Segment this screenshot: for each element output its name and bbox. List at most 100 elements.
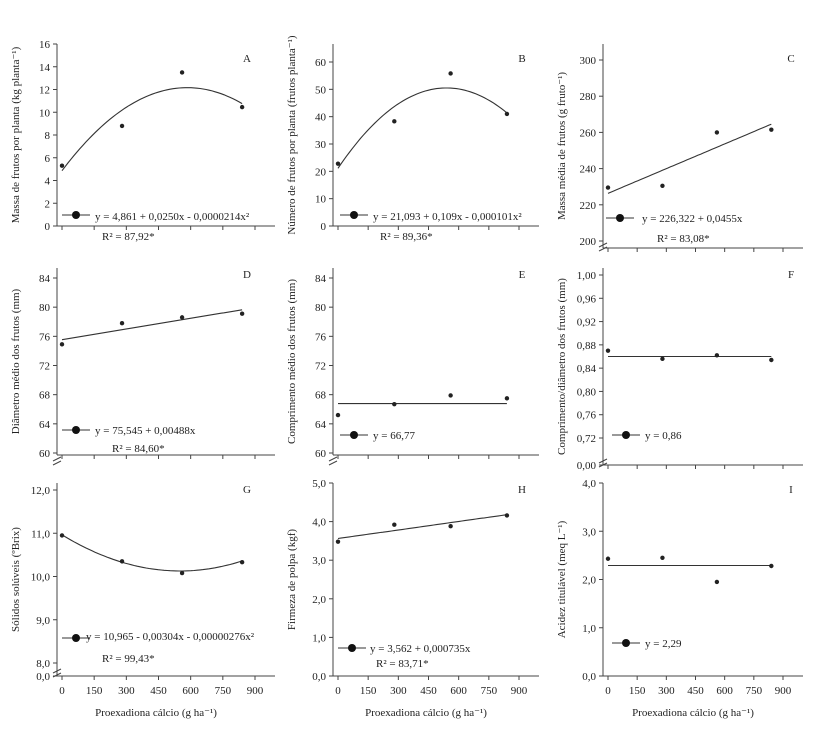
data-point: [769, 357, 774, 363]
fit-curve: [61, 534, 243, 572]
regression-equation: y = 75,545 + 0,00488x: [95, 425, 196, 437]
y-tick-label: 0,0: [36, 671, 50, 683]
panel-e: 60 64 68 72 76 80 84 Comprimento médio dos frut…: [286, 268, 539, 466]
y-tick-label: 72: [39, 361, 50, 373]
y-tick-label: 0,84: [577, 363, 597, 375]
y-tick-label: 220: [580, 200, 597, 212]
data-point: [605, 556, 611, 561]
data-point: [119, 123, 125, 129]
fit-curve: [607, 123, 772, 194]
x-tick-label: 750: [481, 685, 498, 697]
data-point: [504, 513, 510, 518]
x-tick-label: 900: [511, 685, 528, 697]
panel-letter: H: [518, 484, 526, 496]
y-tick-label: 8: [45, 130, 51, 142]
r-squared: R² = 84,60*: [112, 443, 165, 455]
y-tick-label: 8,0: [36, 658, 50, 670]
y-tick-label: 3,0: [582, 526, 596, 538]
legend-marker: [72, 426, 80, 434]
legend-marker: [622, 639, 630, 647]
data-point: [714, 353, 720, 358]
data-point: [605, 348, 611, 353]
panel-letter: E: [519, 269, 526, 281]
y-tick-label: 240: [580, 164, 597, 176]
y-tick-label: 260: [580, 127, 597, 139]
legend-marker: [622, 431, 630, 439]
x-tick-label: 0: [335, 685, 341, 697]
data-point: [179, 570, 185, 576]
fit-curve: [337, 87, 508, 169]
panel-h: 0,0 1,0 2,0 3,0 4,0 5,0 0 150 300 450 600 750 900 Fir…: [286, 478, 539, 719]
r-squared: R² = 89,36*: [380, 231, 433, 243]
legend-marker: [616, 214, 624, 222]
data-point: [59, 163, 65, 168]
data-point: [239, 311, 245, 316]
legend-marker: [350, 211, 358, 219]
y-tick-label: 64: [315, 419, 327, 431]
data-point: [504, 396, 510, 401]
y-tick-label: 12: [39, 85, 50, 97]
y-tick-label: 10: [315, 194, 327, 206]
r-squared: R² = 87,92*: [102, 231, 155, 243]
r-squared: R² = 83,08*: [657, 233, 710, 245]
data-point: [769, 563, 774, 569]
fit-curve: [61, 87, 243, 172]
data-point: [448, 71, 453, 76]
x-tick-label: 600: [450, 685, 467, 697]
data-point: [179, 70, 185, 75]
y-tick-label: 0,0: [312, 671, 326, 683]
panel-b: 0 10 20 30 40 50 60 Número de frutos por planta…: [286, 35, 539, 243]
data-point: [392, 401, 397, 407]
y-tick-label: 68: [39, 390, 51, 402]
r-squared: R² = 99,43*: [102, 653, 155, 665]
data-point: [335, 161, 341, 166]
y-axis-label: Acidez titulável (meq L⁻¹): [556, 520, 568, 638]
data-point: [660, 555, 665, 560]
data-point: [605, 185, 611, 190]
y-tick-label: 0,96: [577, 293, 597, 305]
y-tick-label: 20: [315, 166, 327, 178]
panel-letter: A: [243, 53, 251, 65]
x-tick-label: 450: [150, 685, 167, 697]
y-tick-label: 4,0: [582, 478, 596, 490]
regression-equation: y = 66,77: [373, 430, 415, 442]
y-tick-label: 0,92: [577, 317, 596, 329]
fit-curve: [61, 309, 243, 341]
y-tick-label: 40: [315, 112, 327, 124]
y-tick-label: 10,0: [31, 572, 51, 584]
y-tick-label: 1,00: [577, 270, 597, 282]
y-tick-label: 76: [39, 331, 51, 343]
y-tick-label: 1,0: [582, 623, 596, 635]
y-tick-label: 280: [580, 91, 597, 103]
regression-equation: y = 2,29: [645, 638, 682, 650]
y-tick-label: 60: [39, 448, 51, 460]
y-tick-label: 60: [315, 448, 327, 460]
panel-letter: F: [788, 269, 794, 281]
panel-letter: I: [789, 484, 793, 496]
y-tick-label: 0: [321, 221, 327, 233]
data-point: [179, 315, 185, 320]
panel-f: 0,00 0,72 0,76 0,80 0,84 0,88 0,92 0,96 1,00 Comp…: [556, 268, 803, 472]
x-tick-label: 450: [420, 685, 437, 697]
y-tick-label: 300: [580, 55, 597, 67]
data-point: [335, 539, 341, 544]
y-axis-label: Número de frutos por planta (frutos plan…: [286, 35, 298, 234]
y-tick-label: 0,80: [577, 386, 597, 398]
panel-g: 0,08,0 9,0 10,0 11,0 12,0 0 150 300 450 600 750 900…: [10, 483, 275, 719]
y-tick-label: 2: [45, 198, 51, 210]
y-tick-label: 50: [315, 84, 327, 96]
data-point: [335, 412, 341, 418]
panel-letter: D: [243, 269, 251, 281]
y-tick-label: 0,72: [577, 433, 596, 445]
data-point: [504, 111, 510, 117]
panel-letter: B: [518, 53, 525, 65]
x-tick-label: 150: [86, 685, 103, 697]
y-tick-label: 12,0: [31, 485, 51, 497]
y-tick-label: 6: [45, 153, 51, 165]
y-tick-label: 2,0: [312, 594, 326, 606]
y-tick-label: 84: [315, 273, 327, 285]
x-tick-label: 600: [182, 685, 199, 697]
data-point: [119, 559, 125, 564]
legend-marker: [350, 431, 358, 439]
y-tick-label: 200: [580, 236, 597, 248]
